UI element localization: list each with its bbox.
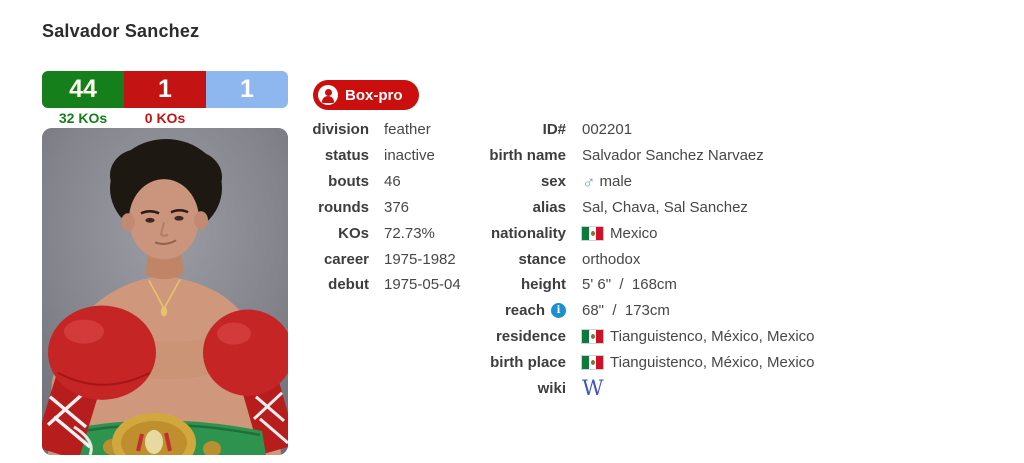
losses-box[interactable]: 1 <box>124 71 206 108</box>
field-label: height <box>521 276 566 294</box>
row-status: status inactive <box>299 143 461 169</box>
field-label: ID# <box>542 121 566 139</box>
field-value: orthodox <box>582 250 641 268</box>
field-value: 46 <box>384 173 401 191</box>
row-bouts: bouts 46 <box>299 169 461 195</box>
reach-label: reach <box>504 302 545 320</box>
field-label: sex <box>540 173 566 191</box>
row-height: height 5' 6" / 168cm <box>470 272 815 298</box>
wins-ko-label: 32 KOs <box>58 110 108 126</box>
field-value: inactive <box>384 147 435 165</box>
field-label: rounds <box>318 198 369 216</box>
field-value: Salvador Sanchez Narvaez <box>582 147 764 165</box>
boxer-photo[interactable] <box>42 128 288 455</box>
field-value: Tianguistenco, México, Mexico <box>582 354 815 371</box>
male-icon: ♂ <box>582 171 596 192</box>
field-value: feather <box>384 121 431 139</box>
boxer-photo-illustration <box>42 128 288 455</box>
field-value: 1975-05-04 <box>384 276 461 294</box>
field-value: 002201 <box>582 121 633 139</box>
field-value: 68" / 173cm <box>582 302 670 320</box>
birth-place-value: Tianguistenco, México, Mexico <box>610 354 815 372</box>
field-value: 5' 6" / 168cm <box>582 276 677 294</box>
field-label: status <box>324 147 369 165</box>
mexico-flag-icon <box>582 356 603 370</box>
field-value: ♂ male <box>582 173 632 191</box>
wikipedia-link[interactable]: W <box>582 375 604 400</box>
mexico-flag-icon <box>582 330 603 344</box>
profile-right-column: ID# 002201 birth name Salvador Sanchez N… <box>470 117 815 401</box>
page-title: Salvador Sanchez <box>42 21 200 41</box>
row-career: career 1975-1982 <box>299 246 461 272</box>
mexico-flag-icon <box>582 226 603 240</box>
row-birth-name: birth name Salvador Sanchez Narvaez <box>470 143 815 169</box>
field-value: W <box>582 375 604 400</box>
field-label: career <box>323 250 369 268</box>
row-nationality: nationality Mexico <box>470 220 815 246</box>
row-sex: sex ♂ male <box>470 169 815 195</box>
row-id: ID# 002201 <box>470 117 815 143</box>
sex-value: male <box>599 173 633 191</box>
info-icon[interactable]: i <box>551 303 566 319</box>
ko-labels: 32 KOs 0 KOs <box>42 110 288 126</box>
residence-value: Tianguistenco, México, Mexico <box>610 328 815 346</box>
field-label: KOs <box>338 224 369 242</box>
row-debut: debut 1975-05-04 <box>299 272 461 298</box>
row-rounds: rounds 376 <box>299 195 461 221</box>
field-value: 376 <box>384 198 410 216</box>
field-value: 1975-1982 <box>384 250 456 268</box>
field-label: nationality <box>490 224 566 242</box>
field-label: birth place <box>490 354 566 372</box>
box-pro-label: Box-pro <box>345 86 403 104</box>
box-pro-badge[interactable]: Box-pro <box>313 80 419 110</box>
field-value: Mexico <box>582 225 658 242</box>
row-residence: residence Tianguistenco, México, Mexico <box>470 324 815 350</box>
row-kos: KOs 72.73% <box>299 220 461 246</box>
draws-box[interactable]: 1 <box>206 71 288 108</box>
field-value: Tianguistenco, México, Mexico <box>582 328 815 345</box>
field-value: Sal, Chava, Sal Sanchez <box>582 198 748 216</box>
field-label: bouts <box>328 173 369 191</box>
wins-box[interactable]: 44 <box>42 71 124 108</box>
boxer-person-icon <box>318 85 338 105</box>
row-reach: reach i 68" / 173cm <box>470 298 815 324</box>
field-label: stance <box>518 250 566 268</box>
field-value: 72.73% <box>384 224 435 242</box>
nationality-value: Mexico <box>610 224 658 242</box>
row-division: division feather <box>299 117 461 143</box>
record-boxes: 44 1 1 <box>42 71 288 108</box>
row-wiki: wiki W <box>470 375 815 401</box>
field-label: wiki <box>537 379 566 397</box>
row-birth-place: birth place Tianguistenco, México, Mexic… <box>470 350 815 376</box>
field-label: debut <box>328 276 369 294</box>
field-label: birth name <box>489 147 566 165</box>
field-label: residence <box>495 328 566 346</box>
row-alias: alias Sal, Chava, Sal Sanchez <box>470 195 815 221</box>
profile-left-column: division feather status inactive bouts 4… <box>299 117 461 298</box>
field-label: reach i <box>470 302 566 319</box>
losses-ko-label: 0 KOs <box>144 110 186 126</box>
field-label: division <box>312 121 369 139</box>
row-stance: stance orthodox <box>470 246 815 272</box>
field-label: alias <box>532 198 566 216</box>
